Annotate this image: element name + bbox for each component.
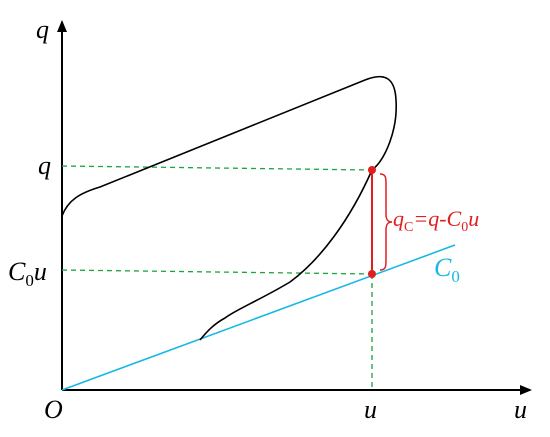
point-c0u bbox=[368, 270, 376, 278]
label-part: C bbox=[8, 257, 26, 286]
point-q bbox=[368, 166, 376, 174]
label-part: u bbox=[34, 257, 47, 286]
guides bbox=[61, 165, 373, 390]
label-sub: 0 bbox=[25, 271, 34, 290]
curve bbox=[61, 75, 397, 341]
label-part: C bbox=[434, 253, 452, 282]
label-part: C bbox=[447, 206, 462, 231]
guide-q bbox=[61, 165, 373, 171]
annotation: qC=q-C0u bbox=[393, 206, 479, 235]
label-part: q bbox=[393, 206, 404, 231]
label-part: =q- bbox=[413, 206, 446, 231]
origin-label: O bbox=[44, 395, 63, 424]
x-tick-label: u bbox=[364, 395, 377, 424]
c0-line bbox=[61, 244, 456, 391]
y-tick-label: C0u bbox=[8, 257, 47, 290]
label-part: u bbox=[468, 206, 479, 231]
x-axis-label: u bbox=[514, 395, 527, 424]
brace bbox=[379, 173, 393, 271]
label-sub: 0 bbox=[451, 267, 460, 286]
guide-c0u bbox=[61, 269, 373, 275]
y-axis-label: q bbox=[36, 15, 49, 44]
label-sub: 0 bbox=[461, 220, 468, 235]
y-tick-label: q bbox=[38, 151, 51, 180]
label-sub: C bbox=[404, 220, 413, 235]
line-label: C0 bbox=[434, 253, 460, 286]
